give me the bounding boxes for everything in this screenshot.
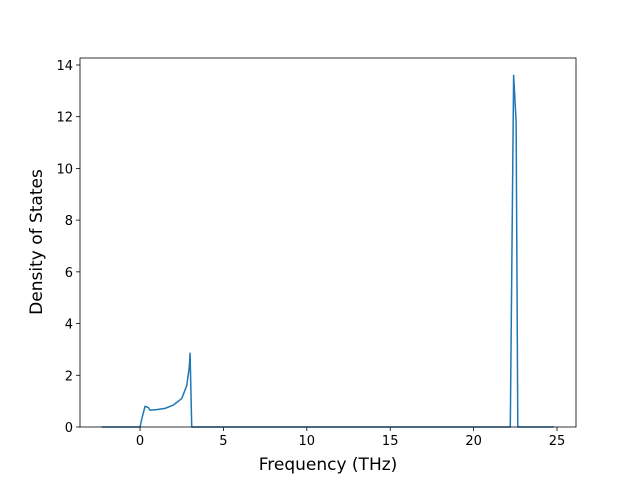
y-tick-label: 8: [65, 214, 73, 229]
y-tick-label: 2: [65, 369, 73, 384]
y-tick-label: 6: [65, 266, 73, 281]
y-tick-label: 4: [65, 318, 73, 333]
y-tick-label: 12: [56, 111, 73, 126]
y-tick-label: 0: [65, 421, 73, 436]
x-tick-label: 20: [465, 434, 482, 449]
plot-frame: [79, 57, 577, 428]
y-tick-label: 14: [56, 59, 73, 74]
x-tick-label: 0: [136, 434, 144, 449]
x-tick-label: 10: [299, 434, 316, 449]
x-tick-label: 15: [382, 434, 399, 449]
x-tick-label: 5: [219, 434, 227, 449]
x-axis-label: Frequency (THz): [259, 455, 398, 475]
x-tick-label: 25: [549, 434, 566, 449]
line: [101, 74, 554, 428]
y-axis-label: Density of States: [27, 169, 47, 315]
y-tick-label: 10: [56, 162, 73, 177]
